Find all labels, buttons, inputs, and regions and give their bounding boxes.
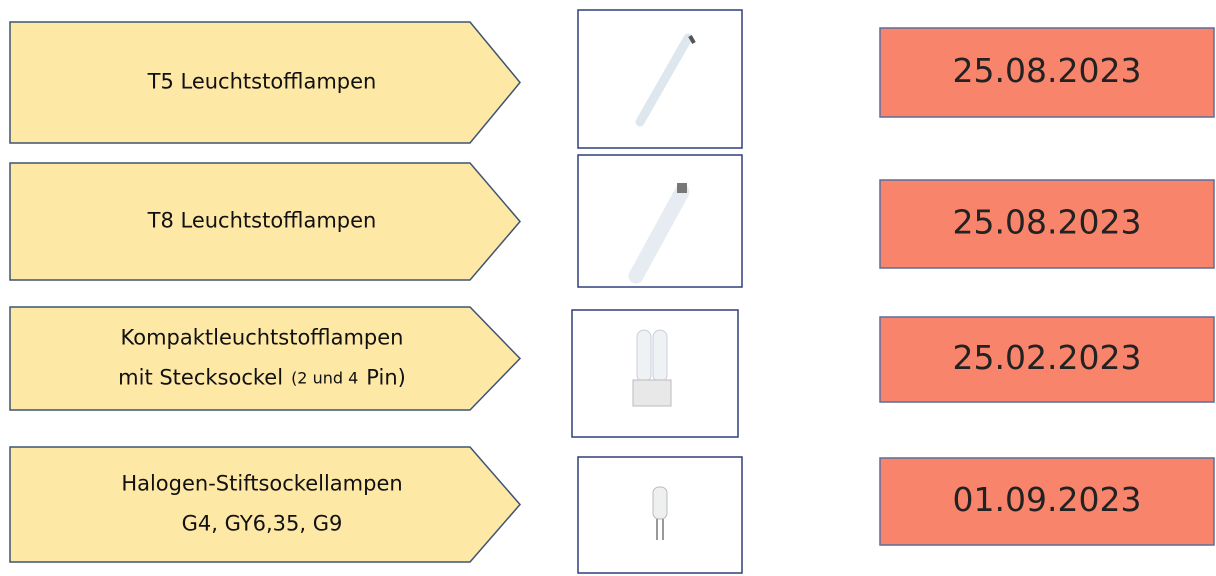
label-line: G4, GY6,35, G9	[182, 512, 343, 536]
label-line: mit Stecksockel (2 und 4 Pin)	[118, 366, 406, 390]
label-text: (2 und 4	[291, 368, 358, 387]
date-box	[879, 457, 1215, 546]
date-box	[879, 179, 1215, 269]
label-line: T8 Leuchtstofflampen	[147, 209, 377, 233]
date-box	[879, 27, 1215, 118]
label-text: G4, GY6,35, G9	[182, 512, 343, 536]
date-box	[879, 316, 1215, 403]
label-arrow	[9, 21, 521, 144]
date-text: 01.09.2023	[953, 480, 1142, 519]
label-text: Halogen-Stiftsockellampen	[121, 472, 402, 496]
label-text: Pin)	[366, 366, 406, 390]
lamp-picture	[635, 33, 696, 127]
label-text: Kompaktleuchtstofflampen	[121, 326, 404, 350]
label-line: T5 Leuchtstofflampen	[147, 70, 377, 94]
label-arrow	[9, 446, 521, 563]
label-line: Kompaktleuchtstofflampen	[121, 326, 404, 350]
date-text: 25.02.2023	[953, 338, 1142, 377]
lamp-picture	[652, 486, 668, 540]
label-text: mit Stecksockel	[118, 366, 283, 390]
label-arrow	[9, 306, 522, 411]
lamp-picture	[632, 329, 672, 407]
date-text: 25.08.2023	[953, 203, 1142, 242]
date-text: 25.08.2023	[953, 51, 1142, 90]
label-line: Halogen-Stiftsockellampen	[121, 472, 402, 496]
lamp-picture	[628, 183, 690, 284]
label-text: T5 Leuchtstofflampen	[147, 70, 377, 94]
label-arrow	[9, 162, 521, 281]
label-text: T8 Leuchtstofflampen	[147, 209, 377, 233]
